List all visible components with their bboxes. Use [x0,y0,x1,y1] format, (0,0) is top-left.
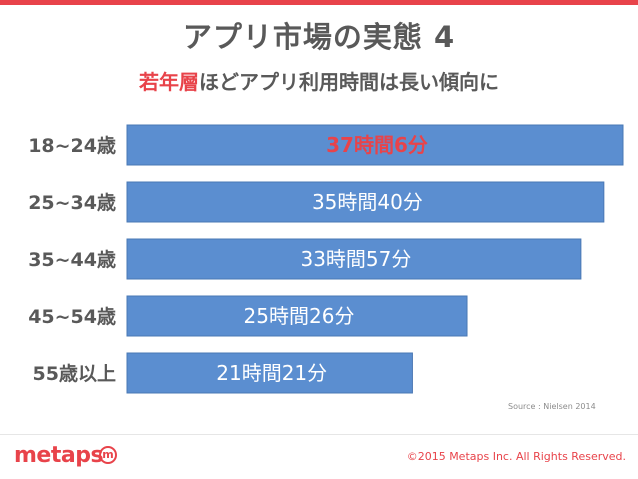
slide-subtitle: 若年層ほどアプリ利用時間は長い傾向に [0,66,638,95]
footer-divider [0,434,638,435]
bar [126,295,468,337]
bar-value-label: 21時間21分 [216,361,327,385]
metaps-logo-mark-icon: m [99,446,117,464]
bar [126,238,582,280]
bar-value-label: 25時間26分 [244,304,355,328]
category-label: 25~34歳 [28,192,116,214]
subtitle-rest: ほどアプリ利用時間は長い傾向に [199,70,499,94]
bar-value-label: 37時間6分 [326,133,428,157]
bar-value-label: 35時間40分 [312,190,423,214]
subtitle-highlight: 若年層 [139,70,199,94]
category-label: 35~44歳 [28,249,116,271]
bar-value-label: 33時間57分 [300,247,411,271]
category-label: 18~24歳 [28,135,116,157]
bar [126,352,413,394]
metaps-logo: metaps [14,443,104,468]
top-accent-bar [0,0,638,5]
copyright-text: ©2015 Metaps Inc. All Rights Reserved. [406,450,626,463]
source-note: Source : Nielsen 2014 [508,402,596,411]
category-label: 55歳以上 [33,363,116,385]
slide-title: アプリ市場の実態 4 [182,20,456,54]
category-label: 45~54歳 [28,306,116,328]
bar [126,181,605,223]
bar [126,124,624,166]
